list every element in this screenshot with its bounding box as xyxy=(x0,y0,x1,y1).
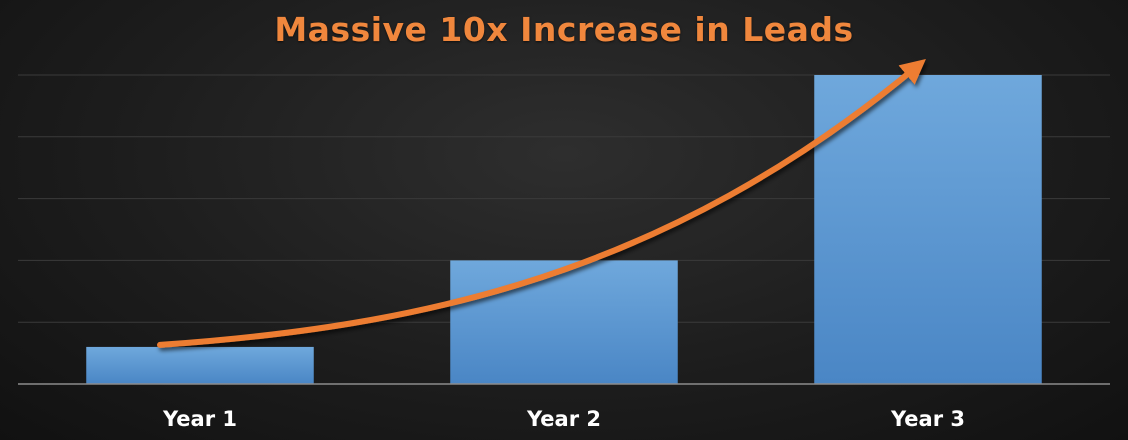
chart-title: Massive 10x Increase in Leads xyxy=(274,10,854,49)
bars xyxy=(86,75,1042,384)
x-tick-label: Year 3 xyxy=(890,407,965,431)
trend-arrow xyxy=(157,58,926,348)
x-tick-label: Year 2 xyxy=(526,407,601,431)
x-tick-label: Year 1 xyxy=(162,407,237,431)
bar-year-2 xyxy=(450,260,678,384)
x-axis-tick-labels: Year 1 Year 2 Year 3 xyxy=(162,407,965,431)
bar-year-3 xyxy=(814,75,1042,384)
bar-year-1 xyxy=(86,346,314,384)
